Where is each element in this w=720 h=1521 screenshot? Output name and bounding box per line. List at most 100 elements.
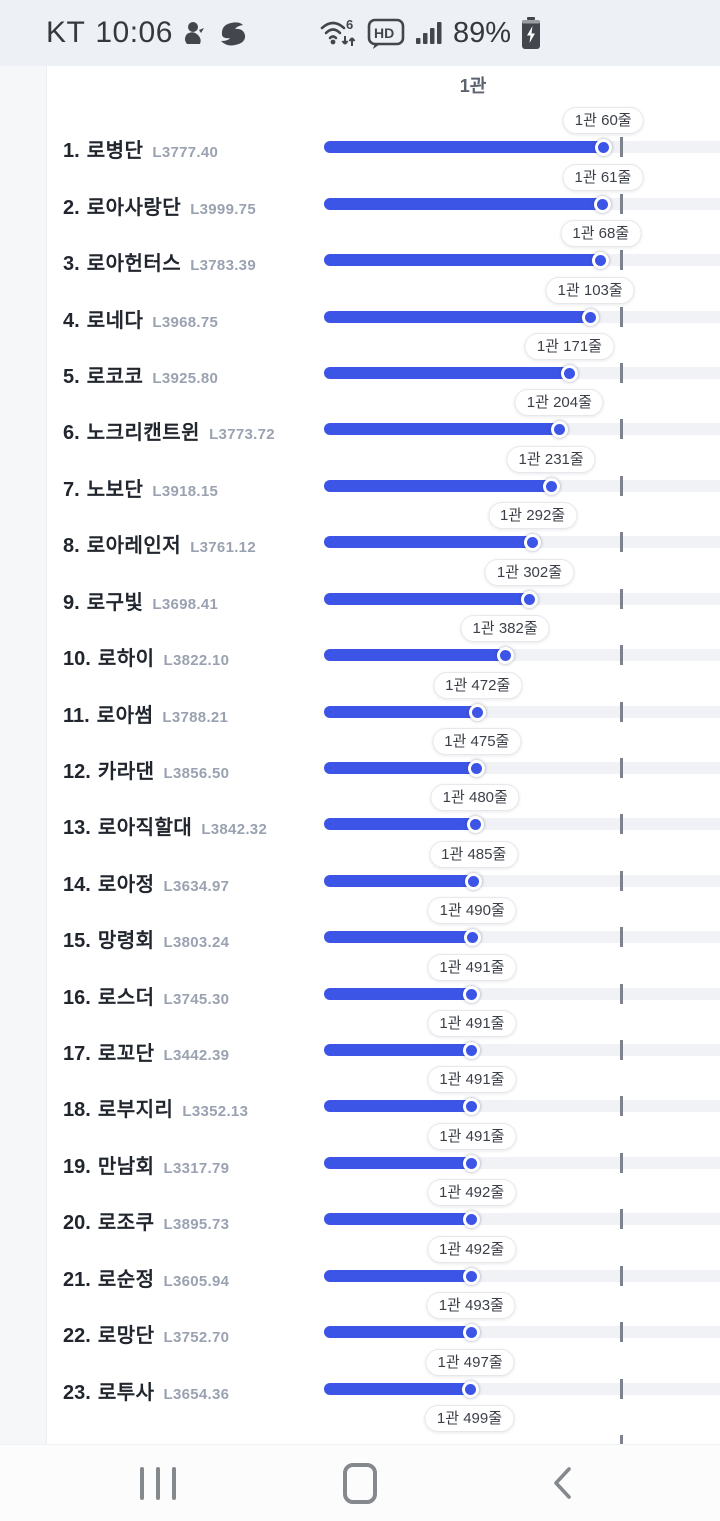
value-badge: 1관 497줄 xyxy=(425,1348,515,1376)
progress-fill xyxy=(324,310,591,323)
home-button[interactable] xyxy=(300,1445,420,1521)
rank-number: 22. xyxy=(63,1325,91,1348)
level-value: L3856.50 xyxy=(163,764,230,782)
progress-knob xyxy=(524,534,542,552)
progress-fill xyxy=(324,705,478,718)
progress-knob xyxy=(465,872,483,890)
value-badge: 1관 475줄 xyxy=(432,727,522,755)
progress-knob xyxy=(468,759,486,777)
value-badge: 1관 491줄 xyxy=(427,1122,517,1150)
axis-tick xyxy=(620,870,623,891)
guild-name: 노크리캔트윈 xyxy=(86,422,201,445)
guild-name: 망령회 xyxy=(97,930,155,953)
progress-fill xyxy=(324,1326,472,1339)
axis-tick xyxy=(620,1322,623,1343)
notification-duck-icon xyxy=(183,20,207,46)
notification-swirl-icon xyxy=(217,19,247,47)
rank-number: 14. xyxy=(63,873,91,896)
level-value: L3999.75 xyxy=(190,200,256,218)
rank-number: 3. xyxy=(63,253,80,276)
rank-number: 21. xyxy=(63,1268,91,1291)
guild-name: 로코코 xyxy=(86,365,144,388)
guild-name: 로스더 xyxy=(97,986,155,1009)
progress-fill xyxy=(324,761,477,774)
row-label: 12. 카라댄 L3856.50 xyxy=(63,755,230,783)
progress-knob xyxy=(469,703,487,721)
level-value: L3352.13 xyxy=(182,1103,249,1121)
row-label: 2. 로아사랑단 L3999.75 xyxy=(63,191,256,219)
rank-number: 1. xyxy=(63,140,80,163)
left-gutter xyxy=(0,66,47,1444)
row-label: 6. 노크리캔트윈 L3773.72 xyxy=(63,416,275,445)
axis-tick xyxy=(620,193,623,214)
rank-number: 6. xyxy=(63,422,80,445)
row-label: 9. 로구빛 L3698.41 xyxy=(63,586,218,614)
progress-knob xyxy=(463,1098,481,1116)
hd-voice-icon: HD xyxy=(367,17,405,49)
axis-tick xyxy=(620,645,623,666)
recents-button[interactable] xyxy=(98,1445,218,1521)
home-icon xyxy=(343,1462,377,1504)
level-value: L3968.75 xyxy=(152,313,219,331)
progress-knob xyxy=(560,364,578,382)
level-value: L3822.10 xyxy=(163,652,230,670)
progress-fill xyxy=(324,1156,472,1169)
progress-knob xyxy=(463,1154,481,1172)
progress-knob xyxy=(581,308,599,326)
level-value: L3761.12 xyxy=(190,539,256,557)
rank-number: 5. xyxy=(63,365,80,388)
progress-fill xyxy=(324,931,473,944)
level-value: L3788.21 xyxy=(162,708,229,726)
guild-name: 로하이 xyxy=(97,648,155,671)
value-badge: 1관 61줄 xyxy=(562,163,644,191)
level-value: L3895.73 xyxy=(163,1216,230,1234)
progress-fill xyxy=(324,479,552,492)
rank-number: 12. xyxy=(63,760,91,783)
row-label: 13. 로아직할대 L3842.32 xyxy=(63,811,267,839)
progress-knob xyxy=(463,1042,481,1060)
level-value: L3925.80 xyxy=(152,369,219,387)
value-badge: 1관 204줄 xyxy=(514,389,604,417)
level-value: L3654.36 xyxy=(163,1385,230,1403)
android-navigation-bar xyxy=(0,1444,720,1521)
progress-knob xyxy=(463,929,481,947)
guild-name: 만남회 xyxy=(97,1155,155,1178)
guild-name: 로아헌터스 xyxy=(86,253,182,276)
row-label: 23. 로투사 L3654.36 xyxy=(63,1376,230,1404)
value-badge: 1관 492줄 xyxy=(427,1235,517,1263)
axis-tick xyxy=(620,1152,623,1173)
progress-fill xyxy=(324,536,533,549)
row-label: 21. 로순정 L3605.94 xyxy=(63,1263,229,1291)
progress-fill xyxy=(324,818,476,831)
guild-name: 로아정 xyxy=(97,873,155,896)
clock-label: 10:06 xyxy=(95,16,173,49)
value-badge: 1관 490줄 xyxy=(427,897,517,925)
guild-name: 로아사랑단 xyxy=(86,196,182,219)
back-button[interactable] xyxy=(502,1445,622,1521)
axis-tick xyxy=(620,927,623,948)
progress-fill xyxy=(324,649,506,662)
status-bar: KT 10:06 6 xyxy=(0,0,720,66)
progress-fill xyxy=(324,1100,472,1113)
axis-tick xyxy=(620,306,623,327)
axis-tick xyxy=(620,1209,623,1230)
progress-fill xyxy=(324,1382,471,1395)
axis-tick xyxy=(620,983,623,1004)
guild-name: 로망단 xyxy=(97,1325,155,1348)
value-badge: 1관 491줄 xyxy=(427,1066,517,1094)
recents-icon xyxy=(140,1466,176,1500)
value-badge: 1관 491줄 xyxy=(427,1010,517,1038)
row-label: 3. 로아헌터스 L3783.39 xyxy=(63,247,256,276)
value-badge: 1관 499줄 xyxy=(424,1404,515,1432)
row-label: 11. 로아썸 L3788.21 xyxy=(63,699,229,727)
guild-name: 로아썸 xyxy=(96,704,154,727)
level-value: L3777.40 xyxy=(152,144,219,162)
row-label: 7. 노보단 L3918.15 xyxy=(63,473,218,501)
axis-tick xyxy=(620,1040,623,1061)
level-value: L3773.72 xyxy=(209,426,275,444)
guild-name: 로꼬단 xyxy=(97,1043,155,1066)
guild-name: 로네다 xyxy=(86,309,144,332)
value-badge: 1관 472줄 xyxy=(433,671,523,699)
guild-name: 로병단 xyxy=(86,140,144,163)
axis-tick xyxy=(620,1265,623,1286)
